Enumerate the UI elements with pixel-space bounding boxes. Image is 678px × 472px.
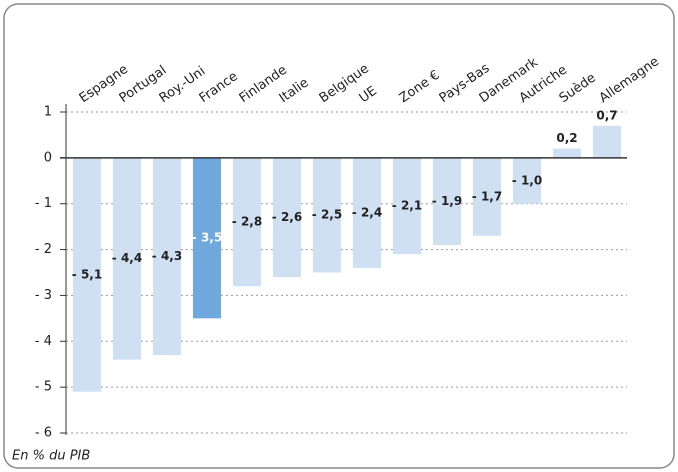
bar [273, 157, 301, 278]
value-label: - 2,4 [352, 205, 382, 219]
y-tick-label: 0 [44, 150, 52, 165]
y-tick-label: - 5 [35, 380, 52, 395]
value-label: - 1,7 [472, 189, 502, 203]
bar [513, 157, 541, 204]
value-label: - 4,3 [152, 249, 182, 263]
value-label: - 1,0 [512, 173, 542, 187]
bar [593, 125, 621, 158]
y-tick-label: 1 [44, 105, 52, 120]
bar [433, 157, 461, 245]
bar [473, 157, 501, 236]
value-label: - 1,9 [432, 194, 462, 208]
value-label: - 4,4 [112, 251, 142, 265]
bar [393, 157, 421, 255]
y-tick-label: - 1 [35, 196, 52, 211]
bar [153, 157, 181, 356]
value-label: 0,7 [596, 108, 617, 122]
value-label: 0,2 [556, 131, 577, 145]
bar [113, 157, 141, 360]
bar [73, 157, 101, 392]
bar [553, 148, 581, 158]
bar [193, 157, 221, 319]
value-label: - 2,8 [232, 215, 262, 229]
y-tick-label: - 3 [35, 288, 52, 303]
bar [313, 157, 341, 273]
y-tick-label: - 2 [35, 242, 52, 257]
bar [353, 157, 381, 268]
bar [233, 157, 261, 287]
value-label: - 2,1 [392, 199, 422, 213]
y-tick-label: - 6 [35, 426, 52, 441]
y-tick-label: - 4 [35, 334, 52, 349]
note: En % du PIB [12, 449, 90, 464]
value-label: - 3,5 [192, 231, 222, 245]
value-label: - 2,6 [272, 210, 302, 224]
value-label: - 2,5 [312, 208, 342, 222]
value-label: - 5,1 [72, 267, 102, 281]
